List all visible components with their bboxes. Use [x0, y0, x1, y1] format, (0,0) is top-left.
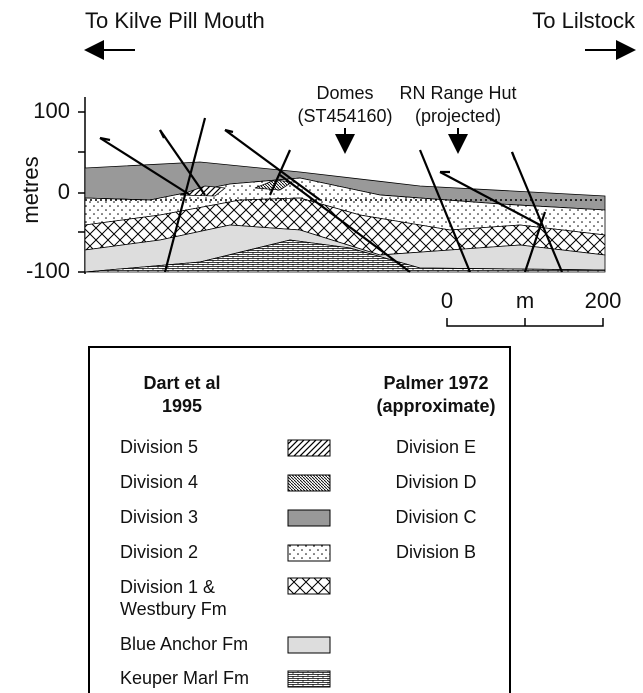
- legend-label: Blue Anchor Fm: [120, 634, 248, 654]
- axis-label: metres: [18, 156, 43, 223]
- direction-right: To Lilstock: [532, 8, 636, 33]
- legend-label: Keuper Marl Fm: [120, 668, 249, 688]
- legend-label: Division D: [395, 472, 476, 492]
- faults: [99, 117, 564, 273]
- legend-label: Division 4: [120, 472, 198, 492]
- legend-label: Westbury Fm: [120, 599, 227, 619]
- tick-label: -100: [26, 258, 70, 283]
- scale-bar: [446, 318, 604, 327]
- annotation: Domes: [316, 83, 373, 103]
- legend-label: Division 3: [120, 507, 198, 527]
- legend-header: Dart et al: [143, 373, 220, 393]
- legend-label: Division B: [396, 542, 476, 562]
- scale-label: 0: [441, 288, 453, 313]
- legend-label: Division 1 &: [120, 577, 215, 597]
- legend-header: Palmer 1972: [383, 373, 488, 393]
- legend-header: 1995: [162, 396, 202, 416]
- cross-section: [84, 161, 606, 273]
- legend-swatches: [287, 439, 331, 688]
- tick-label: 0: [58, 179, 70, 204]
- annotation: (ST454160): [297, 106, 392, 126]
- scale-label: m: [516, 288, 534, 313]
- legend-header: (approximate): [376, 396, 495, 416]
- legend-label: Division E: [396, 437, 476, 457]
- annotation: (projected): [415, 106, 501, 126]
- scale-label: 200: [585, 288, 622, 313]
- tick-label: 100: [33, 98, 70, 123]
- annotation: RN Range Hut: [399, 83, 516, 103]
- legend-label: Division 2: [120, 542, 198, 562]
- legend-label: Division 5: [120, 437, 198, 457]
- legend-label: Division C: [395, 507, 476, 527]
- direction-left: To Kilve Pill Mouth: [85, 8, 265, 33]
